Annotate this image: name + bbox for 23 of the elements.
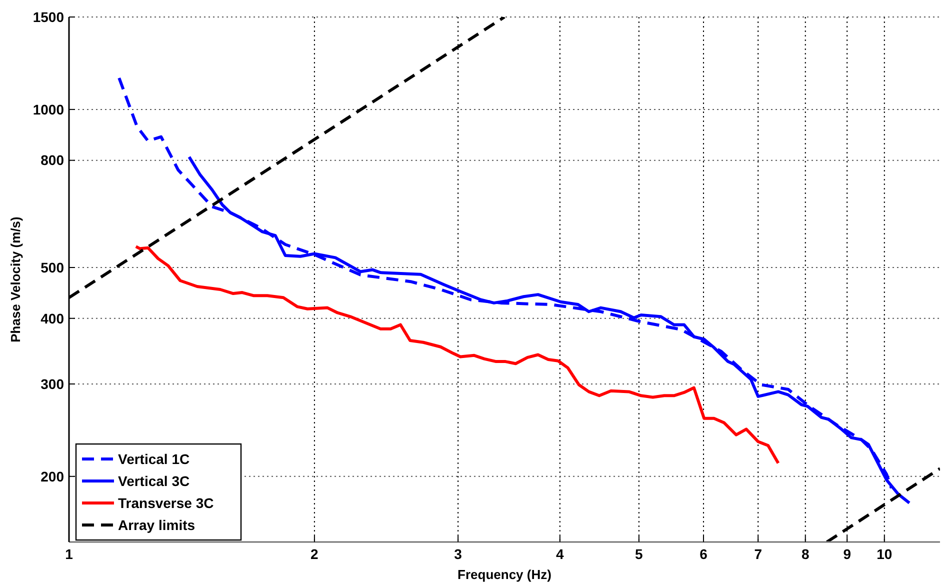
legend-label: Vertical 1C [118,450,190,467]
x-tick-label: 6 [700,546,708,562]
y-tick-label: 200 [40,468,64,484]
y-tick-label: 1000 [32,101,64,118]
y-tick-label: 400 [40,310,64,326]
x-tick-label: 8 [801,546,810,562]
x-tick-label: 10 [876,546,892,562]
legend-label: Array limits [118,516,196,533]
y-axis-title: Phase Velocity (m/s) [8,216,23,342]
y-tick-label: 800 [40,152,64,168]
y-tick-label: 1500 [32,8,64,25]
x-tick-label: 7 [754,546,762,562]
x-tick-label: 5 [635,546,644,562]
x-tick-label: 9 [843,546,852,562]
x-tick-label: 2 [310,546,319,562]
x-tick-label: 3 [454,546,462,562]
y-tick-label: 300 [40,376,64,392]
y-tick-label: 500 [40,259,64,276]
legend-label: Vertical 3C [118,472,190,489]
x-axis-title: Frequency (Hz) [458,567,552,582]
x-tick-label: 4 [556,546,564,562]
legend-label: Transverse 3C [118,494,214,511]
x-tick-label: 1 [65,546,74,562]
